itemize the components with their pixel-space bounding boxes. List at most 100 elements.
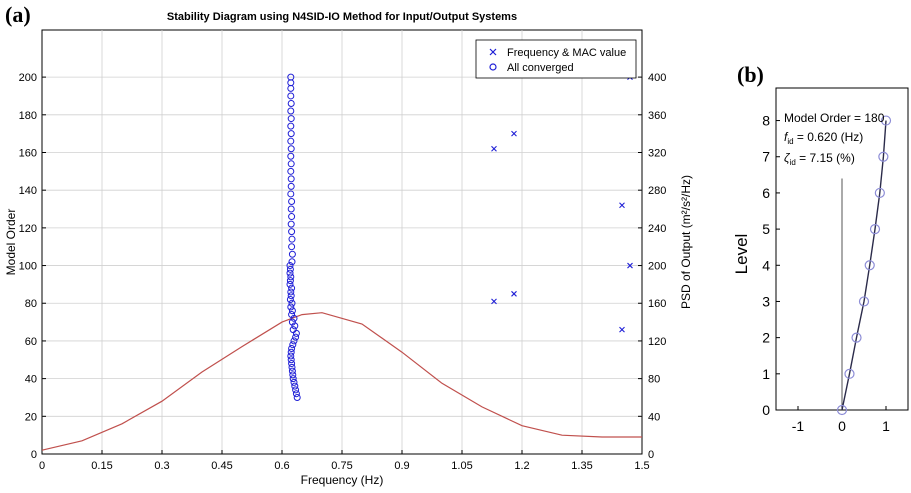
converged-point [289, 375, 297, 383]
converged-point [287, 175, 295, 183]
freq-mac-point [511, 130, 517, 137]
b-y-tick-label: 5 [762, 221, 770, 237]
converged-point [287, 145, 295, 153]
y-right-tick-label: 40 [648, 411, 660, 423]
y-right-tick-label: 360 [648, 110, 666, 122]
panel-b-label: (b) [737, 62, 764, 87]
y-tick-label: 120 [19, 223, 37, 235]
x-tick-label: 1.35 [571, 460, 592, 472]
converged-point [286, 277, 294, 285]
level-point [864, 260, 875, 271]
level-point [836, 404, 848, 416]
b-x-tick-labels: -1 0 1 [792, 418, 890, 434]
y-right-tick-label: 200 [648, 261, 666, 273]
y-tick-label: 60 [25, 336, 37, 348]
y-tick-label: 40 [25, 374, 37, 386]
x-tick-label: 1.5 [634, 460, 649, 472]
x-tick-label: 0.3 [154, 460, 169, 472]
y-right-tick-label: 0 [648, 449, 654, 461]
x-tick-label: 1.05 [451, 460, 472, 472]
converged-point [287, 99, 295, 107]
converged-point [287, 292, 295, 300]
y-right-tick-label: 160 [648, 298, 666, 310]
x-tick-label: 0.75 [331, 460, 352, 472]
annotation: Model Order = 180 fid = 0.620 (Hz) ζid =… [784, 111, 885, 167]
y-tick-label: 180 [19, 110, 37, 122]
converged-point [288, 258, 296, 266]
level-point [851, 332, 862, 343]
converged-point [286, 262, 294, 270]
converged-point [287, 160, 295, 168]
y-right-axis-label: PSD of Output (m²/s²/Hz) [679, 175, 693, 309]
converged-point [287, 288, 295, 296]
b-y-tick-labels: 0 1 2 3 4 5 6 7 8 [762, 113, 770, 418]
b-y-tick-label: 3 [762, 293, 770, 309]
level-point [880, 115, 892, 126]
converged-point [287, 84, 295, 92]
x-tick-label: 0.6 [274, 460, 289, 472]
converged-point [292, 333, 300, 341]
chart-title: Stability Diagram using N4SID-IO Method … [167, 11, 517, 23]
converged-point [288, 307, 296, 315]
converged-point [288, 228, 296, 236]
markers-group [286, 73, 633, 401]
grid-a [41, 30, 643, 455]
legend-entry-2: All converged [507, 62, 574, 74]
x-tick-label: 0 [39, 460, 45, 472]
y-tick-label: 100 [19, 261, 37, 273]
converged-point [287, 303, 295, 311]
b-y-tick-label: 8 [762, 113, 770, 129]
level-point [844, 368, 855, 379]
converged-point [292, 329, 300, 337]
y-right-tick-label: 320 [648, 147, 666, 159]
legend-x-marker-icon [489, 48, 497, 56]
converged-point [288, 367, 296, 375]
b-x-tick-label: 0 [838, 418, 846, 434]
converged-point [288, 243, 296, 251]
y-right-tick-labels: 0 40 80 120 160 200 240 280 320 360 400 [648, 72, 666, 461]
converged-point [288, 213, 296, 221]
converged-point [287, 220, 295, 228]
b-y-tick-label: 4 [762, 257, 770, 273]
converged-point [288, 197, 296, 205]
converged-point [288, 344, 296, 352]
converged-point [293, 393, 301, 401]
x-tick-label: 1.2 [514, 460, 529, 472]
converged-point [289, 341, 297, 349]
freq-mac-point [619, 326, 625, 333]
y-right-tick-label: 240 [648, 223, 666, 235]
converged-point [287, 115, 295, 123]
b-y-tick-label: 6 [762, 185, 770, 201]
converged-point [287, 92, 295, 100]
converged-point [290, 378, 298, 386]
converged-point [287, 137, 295, 145]
psd-curve [41, 312, 642, 451]
freq-mac-point [511, 290, 517, 297]
x-tick-label: 0.9 [394, 460, 409, 472]
x-axis-label: Frequency (Hz) [301, 473, 384, 487]
b-y-tick-label: 1 [762, 366, 770, 382]
level-line-group [776, 115, 892, 416]
freq-mac-point [491, 145, 497, 152]
freq-mac-point [627, 262, 633, 269]
b-y-tick-label: 7 [762, 149, 770, 165]
y-right-tick-label: 280 [648, 185, 666, 197]
converged-point [287, 122, 295, 130]
converged-point [288, 318, 296, 326]
legend-o-marker-icon [489, 63, 497, 71]
x-tick-label: 0.45 [211, 460, 232, 472]
y-axis-label: Model Order [4, 209, 18, 276]
b-x-tick-label: 1 [882, 418, 890, 434]
converged-point [286, 280, 294, 288]
b-y-tick-label: 2 [762, 330, 770, 346]
y-right-tick-label: 400 [648, 72, 666, 84]
freq-mac-point [619, 202, 625, 209]
legend: Frequency & MAC value All converged [475, 39, 637, 79]
converged-point [288, 235, 296, 243]
converged-point [287, 205, 295, 213]
x-tick-labels: 0 0.15 0.3 0.45 0.6 0.75 0.9 1.05 1.2 1.35 1.5 [39, 460, 650, 472]
converged-point [287, 167, 295, 175]
b-y-axis-label: Level [732, 234, 751, 275]
annotation-model-order: Model Order = 180 [784, 111, 885, 125]
